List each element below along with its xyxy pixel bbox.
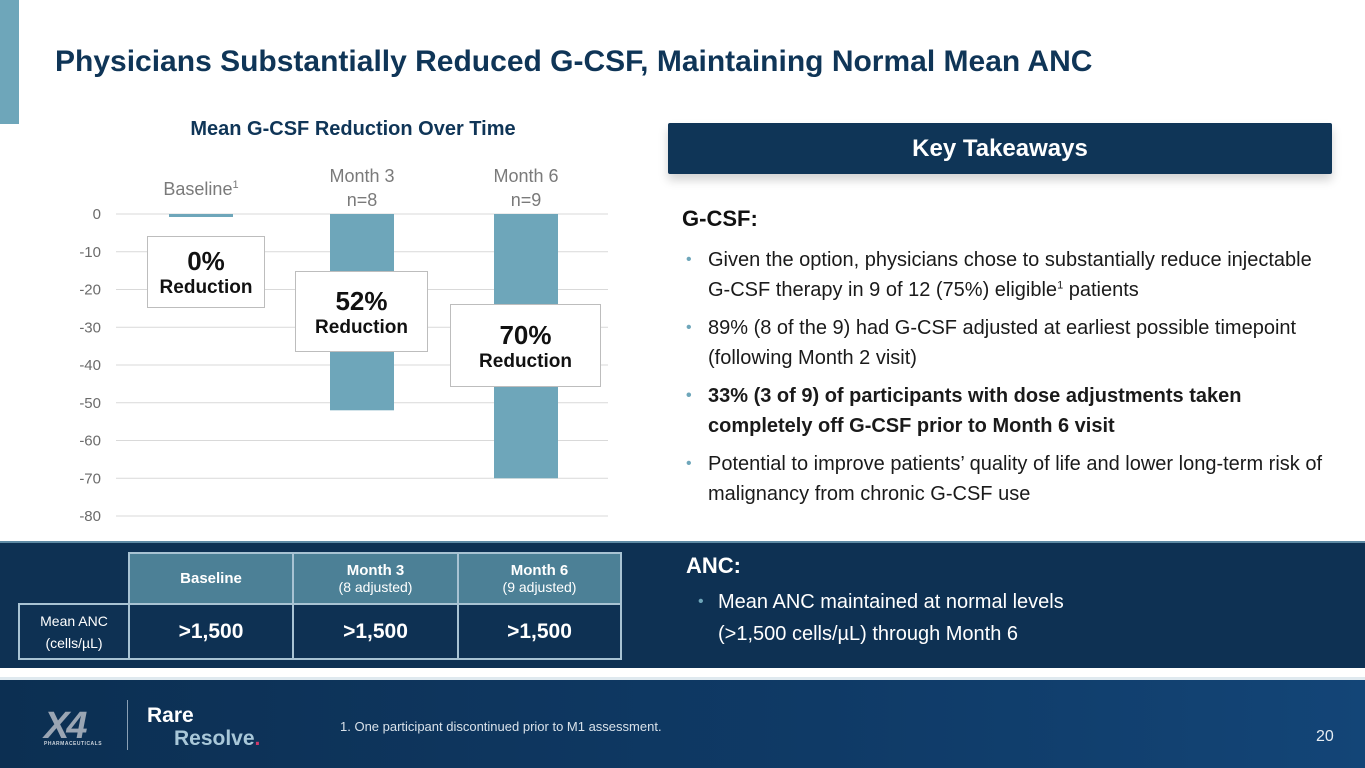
reduction-callout: 70% Reduction [450,304,601,387]
table-cell: >1,500 [128,603,294,660]
rare-resolve-logo-line1: Rare [147,704,194,727]
table-header: Baseline [128,552,294,605]
bar-baseline [169,214,233,217]
callout-label: Reduction [315,317,408,338]
callout-percent: 0% [187,246,225,276]
bullet-icon: • [686,387,692,404]
y-tick-label: -50 [79,395,101,412]
anc-heading: ANC: [686,553,741,578]
row-label: Mean ANC (cells/µL) [18,603,130,660]
y-tick-label: -60 [79,433,101,450]
category-sublabel: n=9 [511,190,542,210]
bullet-item: • Potential to improve patients’ quality … [684,449,1334,509]
callout-label: Reduction [159,277,253,298]
y-tick-label: -30 [79,319,101,336]
logo-divider [127,700,128,750]
y-tick-label: 0 [93,206,101,223]
bullet-icon: • [686,455,692,472]
reduction-callout: 0% Reduction [147,236,265,308]
gcsf-bullet-list: • Given the option, physicians chose to s… [684,245,1334,517]
y-tick-label: -20 [79,282,101,299]
x4-logo: X4 [44,705,88,747]
rare-resolve-logo-line2: Resolve. [174,727,261,750]
bullet-item: • 33% (3 of 9) of participants with dose … [684,381,1334,441]
bullet-icon: • [686,251,692,268]
table-cell: >1,500 [457,603,622,660]
bullet-icon: • [686,319,692,336]
bullet-item: • Mean ANC maintained at normal levels (>1… [696,586,1064,650]
logo-subtitle: PHARMACEUTICALS [44,741,103,747]
bullet-icon: • [698,593,704,610]
accent-bar [0,0,19,124]
key-takeaways-header: Key Takeaways [668,123,1332,174]
footnote: 1. One participant discontinued prior to… [340,719,662,734]
slide-title: Physicians Substantially Reduced G-CSF, … [55,45,1093,78]
category-label: Baseline1 [163,179,238,199]
table-row: Mean ANC (cells/µL) >1,500 >1,500 >1,500 [18,603,622,660]
divider [0,668,1365,680]
page-number: 20 [1316,728,1334,745]
footer [0,680,1365,768]
table-corner [19,553,129,605]
bullet-item: • 89% (8 of the 9) had G-CSF adjusted at … [684,313,1334,373]
table-cell: >1,500 [292,603,459,660]
bullet-item: • Given the option, physicians chose to s… [684,245,1334,305]
callout-percent: 52% [335,286,388,316]
y-tick-label: -10 [79,244,101,261]
table-header: Month 3 (8 adjusted) [292,552,459,605]
category-sublabel: n=8 [347,190,378,210]
y-tick-label: -80 [79,508,101,525]
anc-bullet-list: • Mean ANC maintained at normal levels (>1… [696,586,1064,650]
anc-table: Baseline Month 3 (8 adjusted) Month 6 (9 a… [18,552,622,660]
reduction-callout: 52% Reduction [295,271,428,352]
y-tick-label: -40 [79,357,101,374]
callout-label: Reduction [479,351,572,372]
logo-dot: . [254,727,261,750]
category-label: Month 3 [329,166,394,186]
chart-title: Mean G-CSF Reduction Over Time [190,118,516,140]
y-tick-label: -70 [79,470,101,487]
gcsf-heading: G-CSF: [682,206,758,231]
callout-percent: 70% [499,320,552,350]
category-superscript: 1 [232,179,238,191]
table-header: Month 6 (9 adjusted) [457,552,622,605]
category-label: Month 6 [493,166,558,186]
